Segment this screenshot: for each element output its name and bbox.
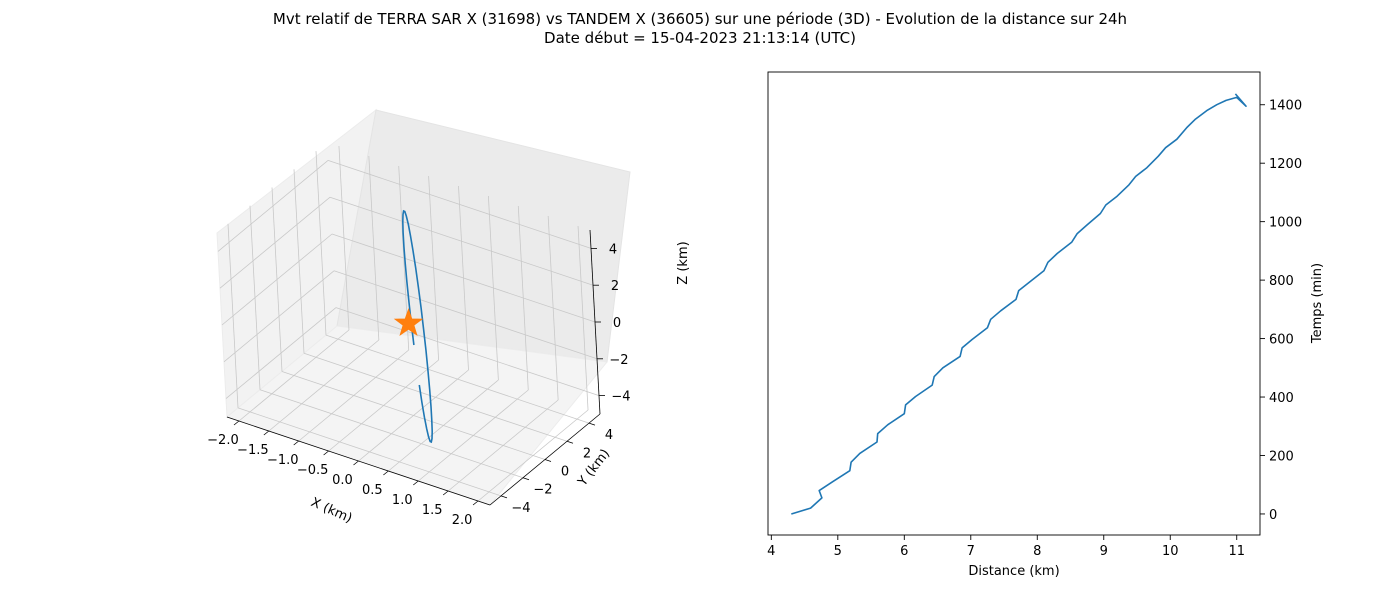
z-tick-label: 0 — [613, 316, 621, 331]
x-tick-label: 6 — [900, 544, 908, 559]
grid-line-z — [225, 307, 337, 399]
x-tick-label: 4 — [767, 544, 775, 559]
x-tick-label: 8 — [1033, 544, 1041, 559]
y-tick-mark — [522, 477, 530, 481]
y-tick-label: 1400 — [1269, 99, 1302, 114]
x-tick-label: 10 — [1162, 544, 1179, 559]
z-tick-label: 2 — [611, 279, 619, 294]
y-tick-label: 800 — [1269, 274, 1294, 289]
x-tick-mark — [323, 450, 329, 456]
x-tick-label: −1.5 — [237, 443, 269, 458]
x-tick-mark — [442, 490, 449, 496]
z-tick-label: −4 — [611, 390, 630, 405]
y-tick-label: 1000 — [1269, 216, 1302, 231]
y-tick-mark — [566, 440, 574, 444]
grid-line-z — [329, 196, 594, 286]
x-axis-label-distance: Distance (km) — [968, 564, 1059, 579]
y-tick-label: 400 — [1269, 391, 1294, 406]
x-tick-mark — [293, 440, 299, 446]
y-tick-mark — [544, 459, 552, 462]
x-tick-label: −2.0 — [207, 433, 239, 448]
y-tick-label: 0 — [1269, 508, 1277, 523]
y-tick-label: 1200 — [1269, 157, 1302, 172]
x-tick-label: 11 — [1228, 544, 1245, 559]
y-tick-label: 600 — [1269, 333, 1294, 348]
y-tick-mark — [500, 495, 508, 499]
satellite-star-marker — [393, 307, 424, 337]
x-tick-label: 0.5 — [362, 483, 383, 498]
y-tick-label: 0 — [561, 465, 569, 480]
x-tick-mark — [353, 460, 359, 466]
x-tick-mark — [233, 420, 240, 426]
grid-line-z — [327, 160, 592, 249]
grid-line-z — [335, 307, 600, 396]
x-tick-mark — [472, 500, 479, 506]
x-tick-label: 1.5 — [422, 503, 443, 518]
grid-line-y — [259, 389, 524, 479]
y-tick-label: 2 — [583, 446, 591, 461]
y-tick-label: 200 — [1269, 449, 1294, 464]
x-tick-label: 5 — [834, 544, 842, 559]
figure-title-line2: Date début = 15-04-2023 21:13:14 (UTC) — [544, 29, 856, 47]
grid-line-y — [237, 407, 502, 497]
grid-line-z — [331, 233, 596, 323]
figure-title-line1: Mvt relatif de TERRA SAR X (31698) vs TA… — [272, 10, 1128, 28]
grid-line-z — [217, 160, 329, 252]
grid-line-z — [219, 196, 331, 289]
grid-line-z — [333, 270, 598, 360]
x-tick-label: −0.5 — [297, 463, 329, 478]
z-axis-label: Z (km) — [676, 241, 691, 284]
y-tick-label: −4 — [511, 501, 530, 516]
x-tick-label: −1.0 — [267, 453, 299, 468]
y-axis-label-temps: Temps (min) — [1310, 263, 1325, 344]
x-tick-label: 0.0 — [332, 473, 353, 488]
x-tick-label: 9 — [1100, 544, 1108, 559]
orbit-line — [401, 209, 434, 444]
y-tick-label: 4 — [605, 428, 613, 443]
x-tick-label: 7 — [967, 544, 975, 559]
z-tick-label: 4 — [609, 242, 617, 257]
distance-series-line — [791, 93, 1247, 515]
grid-line-y — [325, 334, 590, 424]
x-tick-label: 2.0 — [452, 513, 473, 528]
z-tick-label: −2 — [609, 353, 628, 368]
y-tick-label: −2 — [533, 483, 552, 498]
grid-line-z — [221, 233, 333, 326]
grid-line-z — [223, 270, 335, 363]
x-tick-label: 1.0 — [392, 493, 413, 508]
grid-line-y — [281, 371, 546, 460]
x-tick-mark — [413, 480, 419, 486]
y-tick-mark — [588, 422, 596, 426]
x-tick-mark — [263, 430, 270, 436]
grid-line-y — [303, 352, 568, 442]
x-tick-mark — [383, 470, 389, 476]
plot-area-frame — [767, 71, 1261, 536]
